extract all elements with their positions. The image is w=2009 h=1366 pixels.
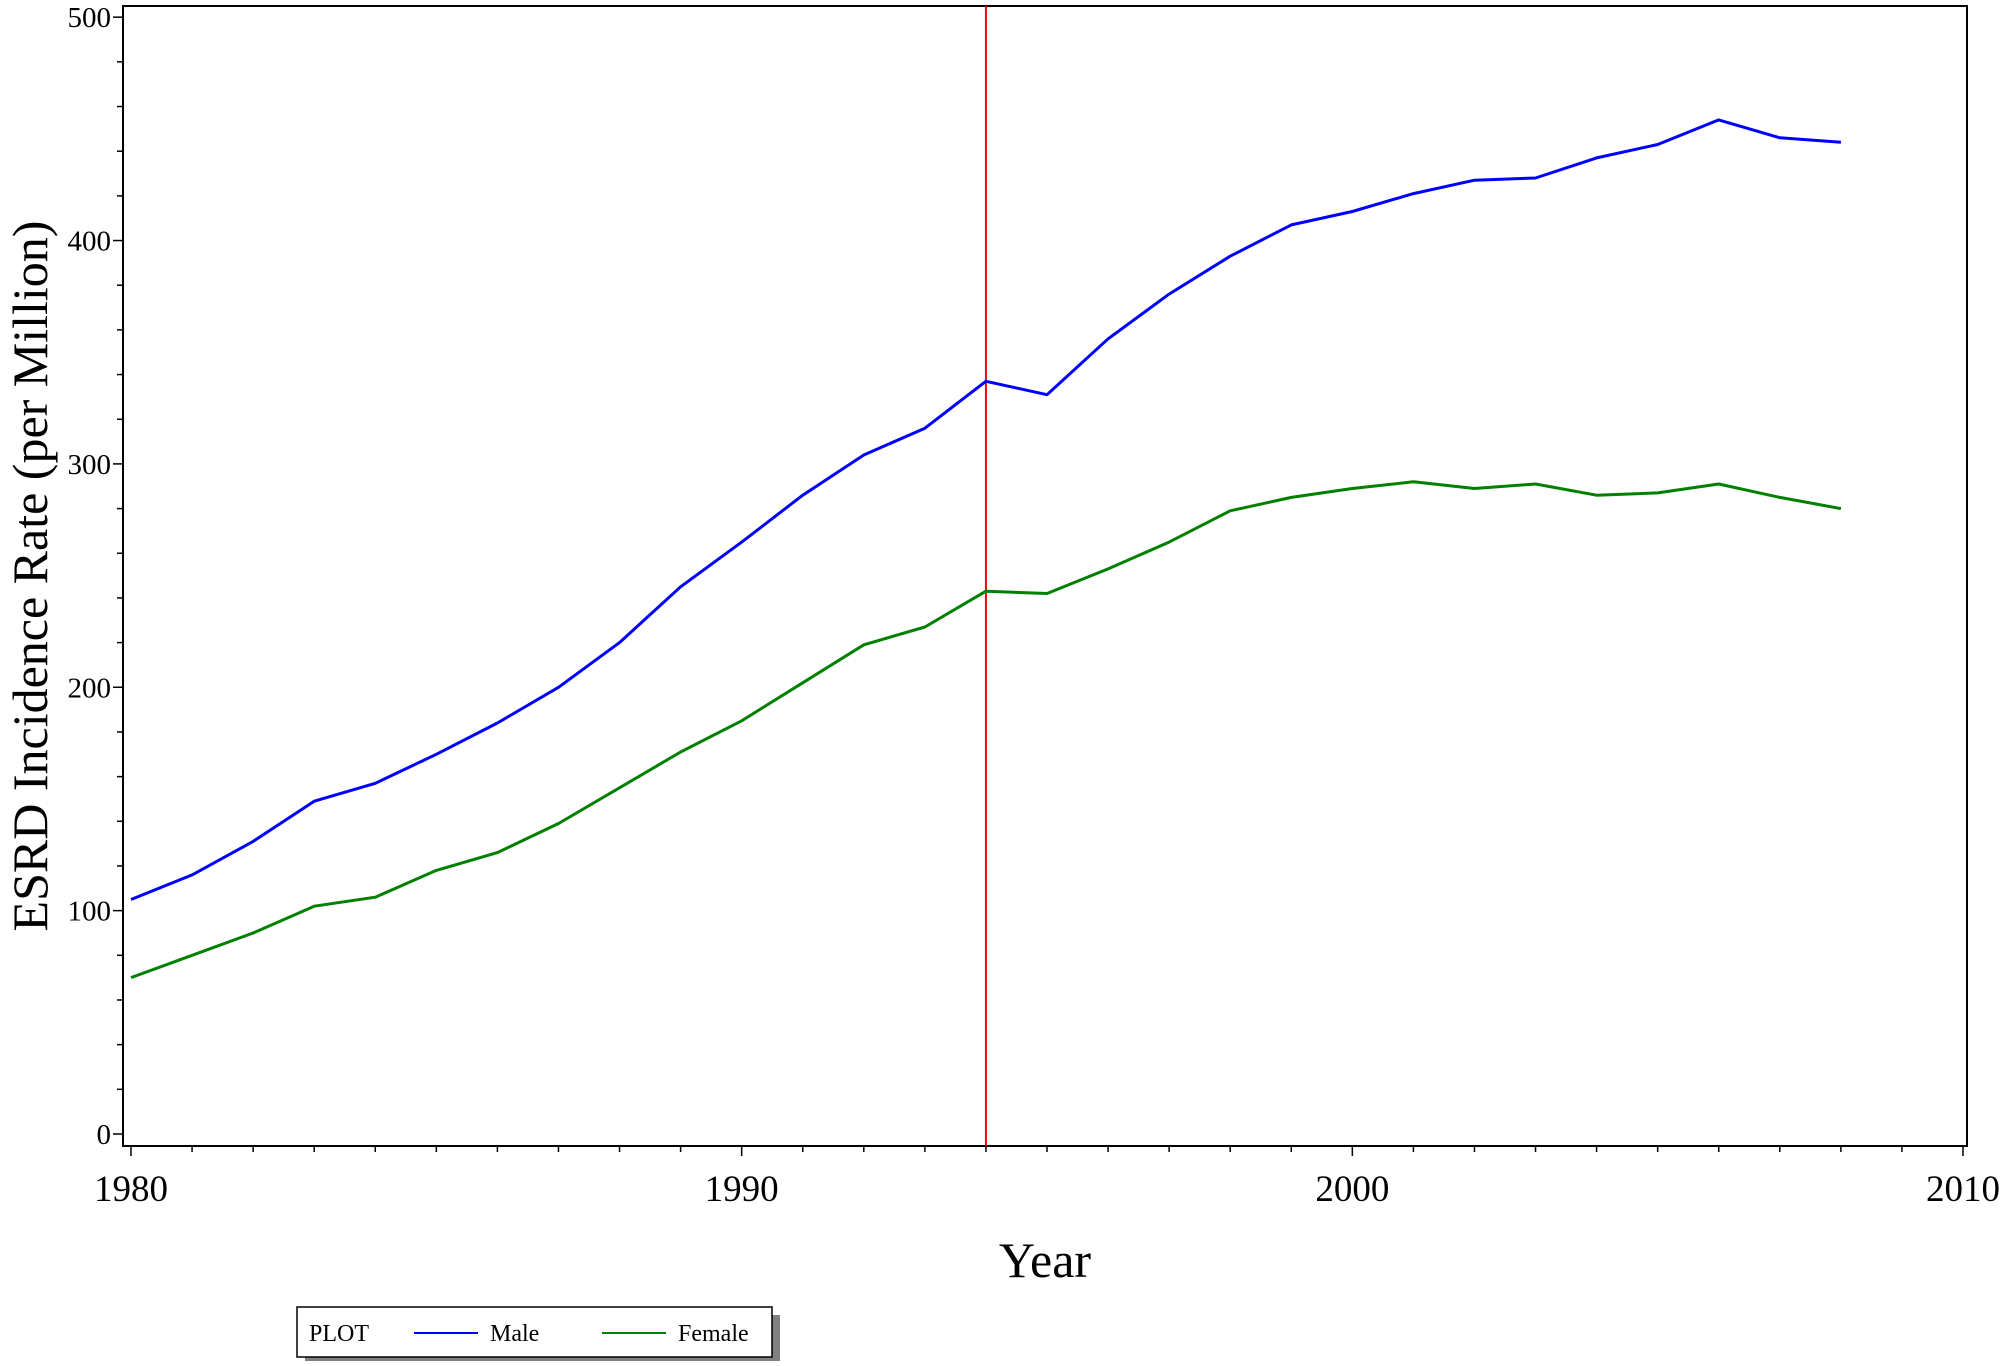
y-axis-title: ESRD Incidence Rate (per Million) <box>2 221 58 932</box>
legend-box <box>296 1306 773 1358</box>
y-tick-label: 100 <box>68 896 112 928</box>
legend-label-male: Male <box>490 1321 539 1347</box>
legend: PLOT Male Female <box>296 1306 780 1365</box>
legend-title: PLOT <box>309 1321 369 1347</box>
y-tick-label: 200 <box>68 672 112 704</box>
plot-frame <box>122 5 1968 1147</box>
legend-label-female: Female <box>678 1321 749 1347</box>
x-axis: 1980 1990 2000 2010 <box>94 1146 2000 1210</box>
x-axis-title: Year <box>999 1232 1091 1288</box>
x-tick-label: 1980 <box>94 1169 168 1210</box>
y-tick-label: 0 <box>97 1119 112 1151</box>
x-tick-label: 2000 <box>1315 1169 1389 1210</box>
y-tick-label: 500 <box>68 2 112 34</box>
y-axis: 0 100 200 300 400 500 <box>68 2 123 1151</box>
x-tick-label: 1990 <box>705 1169 779 1210</box>
series-line-female <box>130 480 1842 980</box>
series-line-male <box>130 118 1842 901</box>
series-layer <box>130 118 1842 980</box>
x-tick-label: 2010 <box>1926 1169 2000 1210</box>
y-tick-label: 300 <box>68 449 112 481</box>
y-tick-label: 400 <box>68 226 112 258</box>
